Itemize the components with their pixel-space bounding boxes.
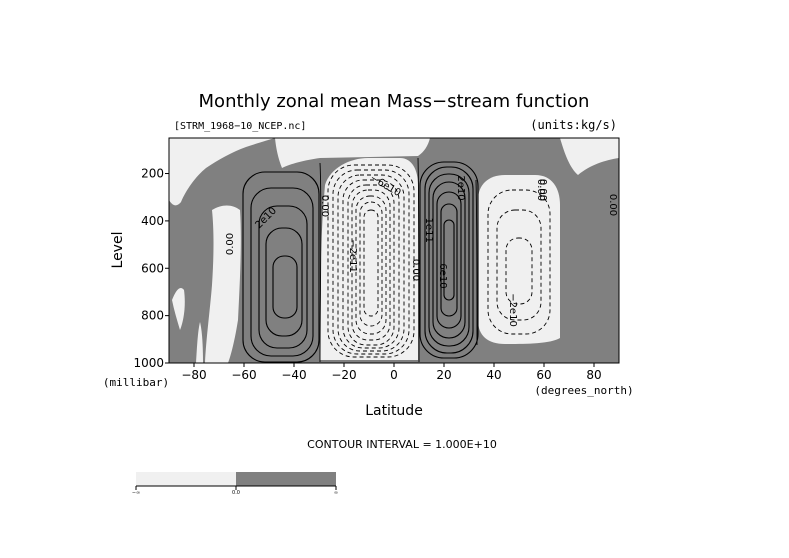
negative-region-sliver-3 [214,325,225,363]
x-tick-label: −40 [281,368,306,382]
x-tick-label: 0 [390,368,398,382]
colorbar-label-zero: 0.0 [232,490,240,496]
negative-region-top-northeast [560,138,619,175]
y-tick-label: 1000 [133,356,164,370]
colorbar-label-max: ∞ [334,490,338,496]
y-axis: 200 400 600 800 1000 [133,167,169,370]
colorbar-negative [136,472,236,486]
negative-region-top-central [275,138,430,168]
y-axis-label: Level [110,232,126,269]
contour-label: 0.00 [607,194,618,216]
negative-region-sliver-1 [172,288,185,330]
x-tick-label: 60 [536,368,551,382]
y-tick-label: 800 [141,309,164,323]
contour-label: 0.00 [225,233,236,255]
contour-label: 0.00 [537,179,548,201]
contour-label: 0.00 [535,179,546,201]
negative-region-top-west [169,138,275,206]
northern-ferrel-cell [478,175,560,344]
units-subtitle: (units:kg/s) [530,118,617,132]
x-tick-label: 80 [586,368,601,382]
contour-label: −2e10 [507,293,518,327]
dataset-subtitle: [STRM_1968−10_NCEP.nc] [174,121,306,132]
x-tick-label: 40 [486,368,501,382]
colorbar-positive [236,472,336,486]
colorbar-label-min: −∞ [132,490,140,496]
northern-ferrel-contours [487,189,551,335]
x-units-label: (degrees_north) [534,384,633,397]
y-tick-label: 600 [141,261,164,275]
contour-label: 2e10 [455,175,466,200]
x-tick-label: −80 [181,368,206,382]
zero-contours [319,157,478,363]
southern-hadley-contours [327,164,415,358]
x-axis: −80 −60 −40 −20 0 20 40 60 80 [181,363,602,382]
y-tick-label: 200 [141,167,164,181]
chart-title: Monthly zonal mean Mass−stream function [199,91,590,112]
x-tick-label: 20 [436,368,451,382]
x-tick-label: −60 [231,368,256,382]
y-units-label: (millibar) [103,376,169,389]
x-axis-label: Latitude [365,403,423,419]
colorbar: −∞ 0.0 ∞ [132,472,338,496]
southern-hadley-cell [320,158,418,360]
negative-region-polar-south [205,205,241,363]
contour-interval-note: CONTOUR INTERVAL = 1.000E+10 [307,438,497,451]
y-tick-label: 400 [141,214,164,228]
contour-label: 6e10 [437,263,448,288]
contour-label: 0.00 [319,195,330,217]
southern-cell-contours [242,171,320,363]
contour-label: −2e11 [347,239,358,273]
x-tick-label: −20 [331,368,356,382]
northern-hadley-contours [419,161,479,359]
contour-label: 0.00 [410,259,421,281]
contour-label: −1e11 [423,209,434,243]
negative-region-sliver-2 [196,322,203,363]
